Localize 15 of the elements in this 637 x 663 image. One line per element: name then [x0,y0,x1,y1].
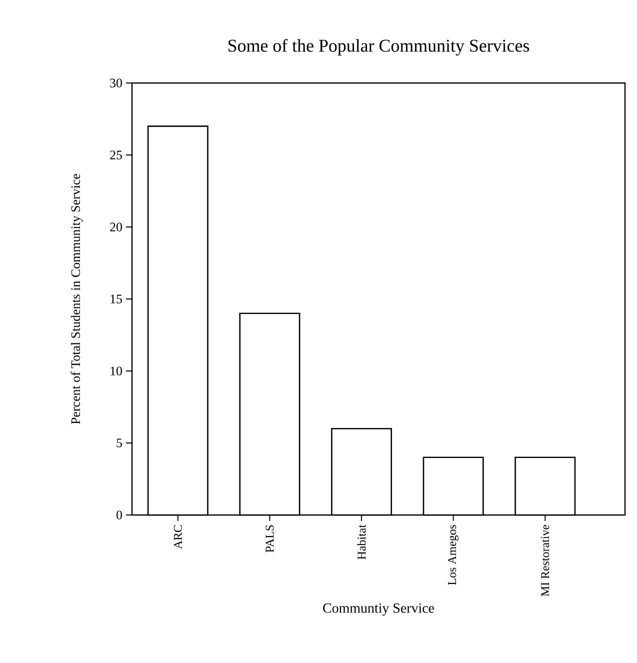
y-tick-label: 20 [110,222,122,232]
y-tick-label: 25 [110,150,122,160]
x-tick-label: Los Amegos [448,524,459,585]
x-axis-title: Communtiy Service [323,603,434,616]
y-tick-label: 15 [110,294,122,304]
x-tick-label: Habitat [357,524,366,560]
y-tick-label: 5 [116,438,122,448]
chart-title: Some of the Popular Community Services [228,39,530,56]
x-tick-label: MI Restorative [541,524,550,596]
y-tick-label: 10 [110,366,122,376]
x-tick-label: PALS [266,525,274,552]
x-tick-label: ARC [174,525,182,549]
y-tick-label: 0 [116,510,122,520]
y-axis-title: Percent of Total Students in Community Service [70,174,83,424]
y-tick-label: 30 [110,78,122,88]
